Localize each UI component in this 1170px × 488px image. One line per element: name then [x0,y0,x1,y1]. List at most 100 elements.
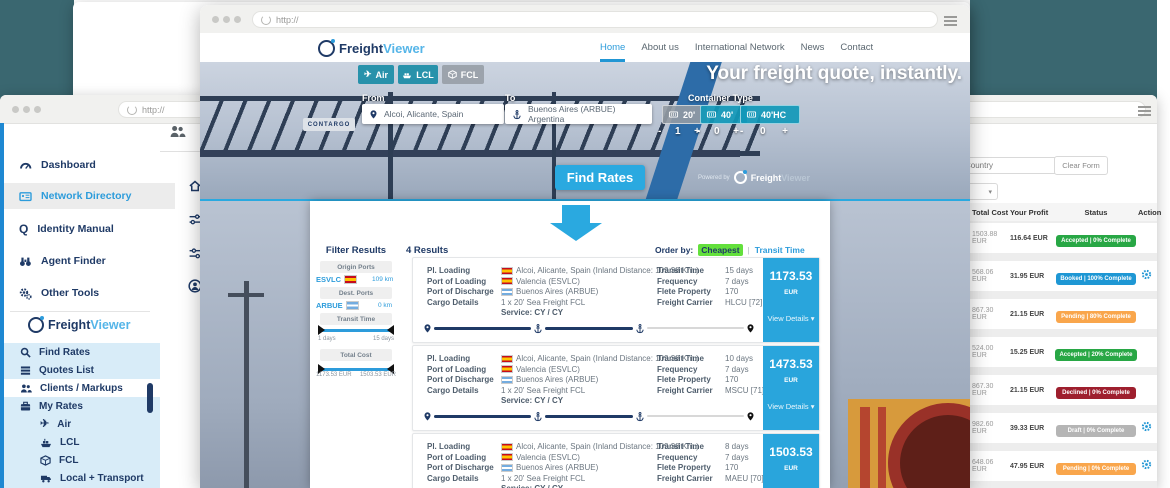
label-transit-time: Transit Time [657,354,704,363]
order-cheapest[interactable]: Cheapest [698,244,743,256]
sidebar-item-other-tools[interactable]: Other Tools [4,281,175,305]
label-freight-carrier: Freight Carrier [657,297,713,307]
tab-fcl[interactable]: FCL [442,65,484,84]
view-details-link[interactable]: View Details ▾ [767,314,815,323]
quote-profit: 47.95 EUR [1010,462,1045,470]
sidebar-item-agent-finder[interactable]: Agent Finder [4,249,175,273]
sidebar-item-air[interactable]: ✈ Air [4,415,160,433]
sidebar-item-fcl[interactable]: FCL [4,451,160,469]
map-pin-icon [746,323,755,334]
label-flete-property: Flete Property [657,463,711,472]
sidebar-item-my-rates[interactable]: My Rates [4,397,160,415]
dest-port-row[interactable]: ARBUE [316,301,359,310]
content-divider [160,151,210,152]
users-icon[interactable] [169,124,186,139]
plus-button[interactable]: + [694,126,700,137]
status-badge[interactable]: Draft | 0% Complete [1056,425,1136,437]
sidebar-item-label: Identity Manual [37,223,114,235]
sidebar-item-label: Network Directory [41,190,132,202]
freightviewer-ring-icon [733,170,747,184]
sidebar-item-lcl[interactable]: LCL [4,433,160,451]
find-rates-button[interactable]: Find Rates [555,165,645,190]
pl-loading-value: Alcoi, Alicante, Spain (Inland Distance:… [516,442,699,451]
status-badge[interactable]: Declined | 0% Complete [1056,387,1136,399]
slider-handle-left[interactable] [318,364,325,374]
plus-button[interactable]: + [733,126,739,137]
site-logo[interactable]: FreightViewer [318,39,425,57]
status-badge[interactable]: Booked | 100% Complete [1056,273,1136,285]
sidebar-item-clients-markups[interactable]: Clients / Markups [4,379,160,397]
container-20-button[interactable]: 20' [662,105,708,124]
gear-icon[interactable] [1138,419,1155,437]
gear-icon[interactable] [1138,267,1155,285]
sidebar-item-dashboard[interactable]: Dashboard [4,153,175,177]
minus-button[interactable]: - [697,126,701,137]
spain-flag-icon [501,277,513,286]
slider-handle-right[interactable] [387,325,394,335]
col-your-profit: Your Profit [1010,207,1049,217]
logo-light-text: Viewer [781,172,811,183]
nav-item-about-us[interactable]: About us [641,42,679,53]
price-box[interactable]: 1473.53 EUR View Details ▾ [763,346,819,430]
front-url-text: http:// [276,14,299,25]
nav-item-home[interactable]: Home [600,33,625,62]
sidebar-item-label: My Rates [39,400,83,412]
home-icon[interactable] [188,179,202,192]
tab-label: FCL [460,69,479,80]
container-40-button[interactable]: 40' [700,105,748,124]
minus-button[interactable]: - [658,126,662,137]
price-box[interactable]: 1173.53 EUR View Details ▾ [763,258,819,342]
nav-item-contact[interactable]: Contact [840,42,874,53]
list-icon [20,365,31,376]
transit-time-slider[interactable] [318,325,394,335]
argentina-flag-icon [501,375,513,384]
to-input[interactable]: Buenos Aires (ARBUE) Argentina [505,104,652,124]
container-40hc-button[interactable]: 40'HC [740,105,800,124]
front-url-bar[interactable]: http:// [252,11,938,28]
from-input[interactable]: Alcoi, Alicante, Spain [362,104,504,124]
status-badge[interactable]: Accepted | 20% Complete [1055,349,1137,361]
sliders-icon[interactable] [188,213,202,226]
label-frequency: Frequency [657,276,698,286]
sidebar-item-find-rates[interactable]: Find Rates [4,343,160,361]
price-value: 1473.53 [769,357,813,371]
nav-item-news[interactable]: News [800,42,825,53]
status-badge[interactable]: Pending | 0% Complete [1056,463,1136,475]
origin-port-row[interactable]: ESVLC [316,275,358,284]
cargo-service-value: Service: CY / CY [501,484,699,488]
price-box[interactable]: 1503.53 EUR View Details ▾ [763,434,819,488]
sidebar-item-identity-manual[interactable]: Q Identity Manual [4,217,175,241]
status-badge[interactable]: Pending | 80% Complete [1056,311,1136,323]
briefcase-icon [20,401,31,412]
label-cargo-details: Cargo Details [427,385,479,395]
sidebar-item-quotes-list[interactable]: Quotes List [4,361,160,379]
sidebar-item-local-transport[interactable]: Local + Transport [4,469,160,487]
tab-air[interactable]: ✈ Air [358,65,394,84]
sidebar-scrollbar-thumb[interactable] [147,383,153,413]
clear-form-button[interactable]: Clear Form [1054,156,1108,175]
plus-button[interactable]: + [782,126,788,137]
total-cost-slider[interactable] [318,364,394,374]
sidebar-item-network-directory[interactable]: Network Directory [4,183,175,209]
quote-row: 867.30 EUR 21.15 EUR Pending | 80% Compl… [958,299,1157,329]
order-transit-time[interactable]: Transit Time [754,245,805,255]
window-control-dots[interactable] [12,105,41,113]
refresh-icon[interactable] [261,14,271,25]
transit-max: 15 days [372,336,394,342]
search-icon [20,347,31,358]
back-menu-icon[interactable] [1138,104,1151,118]
slider-handle-right[interactable] [387,364,394,374]
refresh-icon[interactable] [127,104,137,115]
sliders-icon[interactable] [188,247,202,260]
minus-button[interactable]: - [740,126,744,137]
window-control-dots[interactable] [212,15,241,23]
origin-port-code: ESVLC [316,275,342,284]
nav-item-international-network[interactable]: International Network [694,42,785,53]
slider-handle-left[interactable] [318,325,325,335]
status-badge[interactable]: Accepted | 0% Complete [1056,235,1136,247]
front-menu-icon[interactable] [944,14,957,28]
gear-icon[interactable] [1138,457,1155,475]
transit-min: 1 days [318,336,336,342]
tab-lcl[interactable]: LCL [398,65,438,84]
view-details-link[interactable]: View Details ▾ [767,402,815,411]
